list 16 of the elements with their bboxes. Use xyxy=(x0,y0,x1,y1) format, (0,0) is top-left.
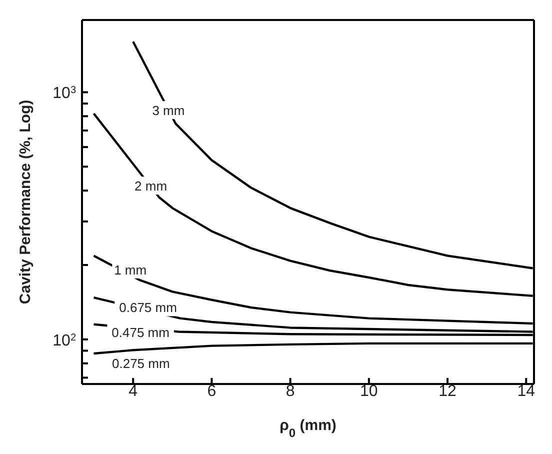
x-tick-label: 4 xyxy=(128,383,138,400)
y-tick-label: 10$^{2}$ xyxy=(52,332,76,350)
annotation: 2 mm xyxy=(134,178,168,194)
annotation: 3 mm xyxy=(152,103,185,118)
x-tick-label: 6 xyxy=(207,383,216,400)
annotation: 0.475 mm xyxy=(112,325,170,340)
x-tick-label: 8 xyxy=(286,383,295,400)
x-tick-label: 10 xyxy=(360,383,378,400)
y-tick-label: 10$^{3}$ xyxy=(52,84,76,102)
y-axis-title: Cavity Performance (%, Log) xyxy=(17,100,34,304)
annotation: 1 mm xyxy=(114,262,147,278)
annotation: 0.675 mm xyxy=(119,300,177,316)
annotation: 0.275 mm xyxy=(112,356,170,371)
x-axis-title: ρ$_{0}$ (mm) xyxy=(280,417,336,440)
x-tick-label: 12 xyxy=(438,383,457,400)
x-tick-label: 14 xyxy=(517,383,536,400)
